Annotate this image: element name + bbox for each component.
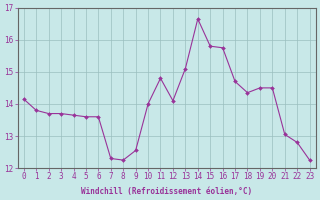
X-axis label: Windchill (Refroidissement éolien,°C): Windchill (Refroidissement éolien,°C) bbox=[81, 187, 252, 196]
